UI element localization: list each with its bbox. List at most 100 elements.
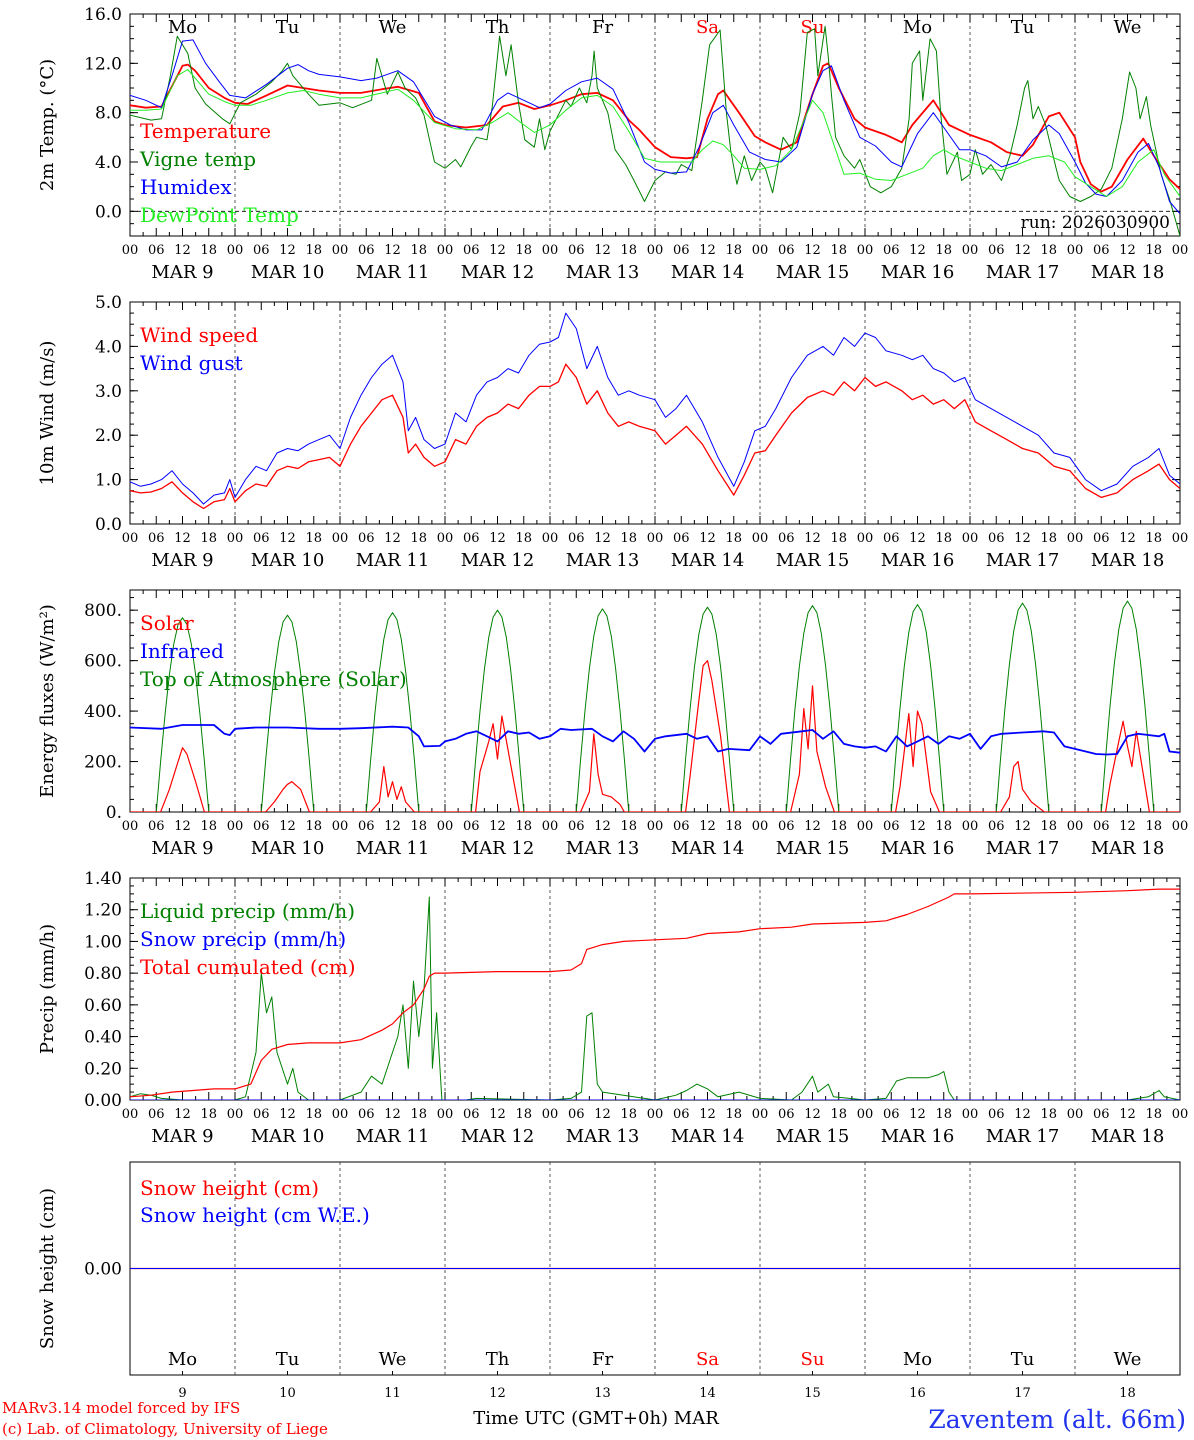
hour-tick-label: 00 (752, 1107, 769, 1122)
y-tick-label: 0.00 (84, 1260, 122, 1280)
hour-tick-label: 06 (358, 1107, 375, 1122)
hour-tick-label: 06 (1093, 1107, 1110, 1122)
hour-tick-label: 18 (830, 531, 847, 546)
hour-tick-label: 12 (699, 819, 716, 834)
footer-lab-note: (c) Lab. of Climatology, University of L… (2, 1420, 328, 1438)
y-tick-label: 400. (84, 702, 122, 722)
hour-tick-label: 06 (568, 531, 585, 546)
hour-tick-label: 12 (174, 819, 191, 834)
hour-tick-label: 06 (463, 1107, 480, 1122)
day-name-label: Su (801, 1349, 825, 1370)
date-label: MAR 9 (151, 838, 213, 859)
hour-tick-label: 18 (1040, 531, 1057, 546)
hour-tick-label: 00 (332, 243, 349, 258)
date-label: MAR 10 (251, 1126, 325, 1147)
y-axis-label: Precip (mm/h) (37, 924, 58, 1054)
y-tick-label: 0.80 (84, 964, 122, 984)
y-tick-label: 5.0 (95, 293, 122, 313)
legend-entry: Snow precip (mm/h) (140, 927, 346, 951)
day-name-label: Th (486, 17, 510, 38)
run-label: run: 2026030900 (1021, 213, 1170, 233)
hour-tick-label: 18 (1040, 819, 1057, 834)
y-axis-label: Energy fluxes (W/m²) (37, 604, 58, 798)
hour-tick-label: 18 (935, 531, 952, 546)
hour-tick-label: 12 (279, 819, 296, 834)
hour-tick-label: 06 (463, 819, 480, 834)
y-axis-label: 2m Temp. (°C) (37, 59, 58, 191)
date-label: MAR 18 (1091, 1126, 1165, 1147)
hour-tick-label: 18 (200, 819, 217, 834)
series-line-liquid-precip-mm-h- (130, 896, 1180, 1100)
hour-tick-label: 06 (148, 819, 165, 834)
hour-tick-label: 06 (778, 1107, 795, 1122)
hour-tick-label: 18 (1145, 819, 1162, 834)
hour-tick-label: 18 (515, 531, 532, 546)
hour-tick-label: 12 (1014, 531, 1031, 546)
day-number-label: 18 (1119, 1386, 1136, 1401)
hour-tick-label: 00 (752, 531, 769, 546)
date-label: MAR 14 (671, 262, 745, 283)
day-name-label: Tu (276, 1349, 300, 1370)
hour-tick-label: 12 (804, 531, 821, 546)
day-name-label: Mo (903, 17, 932, 38)
series-layer (130, 312, 1180, 510)
hour-tick-label: 12 (909, 819, 926, 834)
hour-tick-label: 06 (673, 531, 690, 546)
hour-tick-label: 00 (227, 1107, 244, 1122)
hour-tick-label: 18 (515, 243, 532, 258)
hour-tick-label: 12 (594, 1107, 611, 1122)
hour-tick-label: 18 (200, 1107, 217, 1122)
hour-tick-label: 18 (725, 531, 742, 546)
hour-tick-label: 18 (305, 531, 322, 546)
hour-tick-label: 00 (437, 531, 454, 546)
hour-tick-label: 00 (1067, 819, 1084, 834)
y-tick-label: 3.0 (95, 382, 122, 402)
hour-tick-label: 06 (778, 819, 795, 834)
y-tick-label: 16.0 (84, 5, 122, 25)
series-line-dewpoint-temp (130, 69, 1180, 197)
legend-entry: Snow height (cm) (140, 1176, 319, 1200)
day-name-label: We (1114, 1349, 1142, 1370)
day-name-label: Fr (592, 17, 613, 38)
hour-tick-label: 12 (909, 1107, 926, 1122)
hour-tick-label: 12 (384, 243, 401, 258)
date-label: MAR 10 (251, 550, 325, 571)
hour-tick-label: 12 (174, 531, 191, 546)
hour-tick-label: 18 (725, 819, 742, 834)
series-line-humidex (130, 39, 1180, 215)
hour-tick-label: 12 (594, 531, 611, 546)
hour-tick-label: 00 (332, 531, 349, 546)
hour-tick-label: 06 (568, 243, 585, 258)
hour-tick-label: 18 (620, 819, 637, 834)
hour-tick-label: 00 (437, 243, 454, 258)
hour-tick-label: 00 (1067, 243, 1084, 258)
date-label: MAR 9 (151, 1126, 213, 1147)
hour-tick-label: 06 (673, 819, 690, 834)
y-tick-label: 1.40 (84, 869, 122, 889)
hour-tick-label: 00 (752, 243, 769, 258)
hour-tick-label: 06 (253, 1107, 270, 1122)
date-label: MAR 17 (986, 550, 1060, 571)
hour-tick-label: 00 (962, 243, 979, 258)
legend-entry: DewPoint Temp (140, 203, 299, 227)
hour-tick-label: 12 (1119, 243, 1136, 258)
date-label: MAR 12 (461, 838, 535, 859)
day-number-label: 12 (489, 1386, 506, 1401)
hour-tick-label: 00 (227, 819, 244, 834)
legend-entry: Wind speed (140, 323, 258, 347)
date-label: MAR 12 (461, 262, 535, 283)
hour-tick-label: 18 (200, 531, 217, 546)
hour-tick-label: 06 (673, 1107, 690, 1122)
hour-tick-label: 06 (148, 243, 165, 258)
hour-tick-label: 18 (305, 819, 322, 834)
day-name-label: Fr (592, 1349, 613, 1370)
date-label: MAR 11 (356, 838, 430, 859)
hour-tick-label: 00 (752, 819, 769, 834)
day-number-label: 15 (804, 1386, 821, 1401)
hour-tick-label: 12 (804, 819, 821, 834)
hour-tick-label: 12 (1119, 819, 1136, 834)
solar-line (130, 660, 1180, 812)
date-label: MAR 12 (461, 1126, 535, 1147)
day-name-label: Sa (696, 1349, 719, 1370)
